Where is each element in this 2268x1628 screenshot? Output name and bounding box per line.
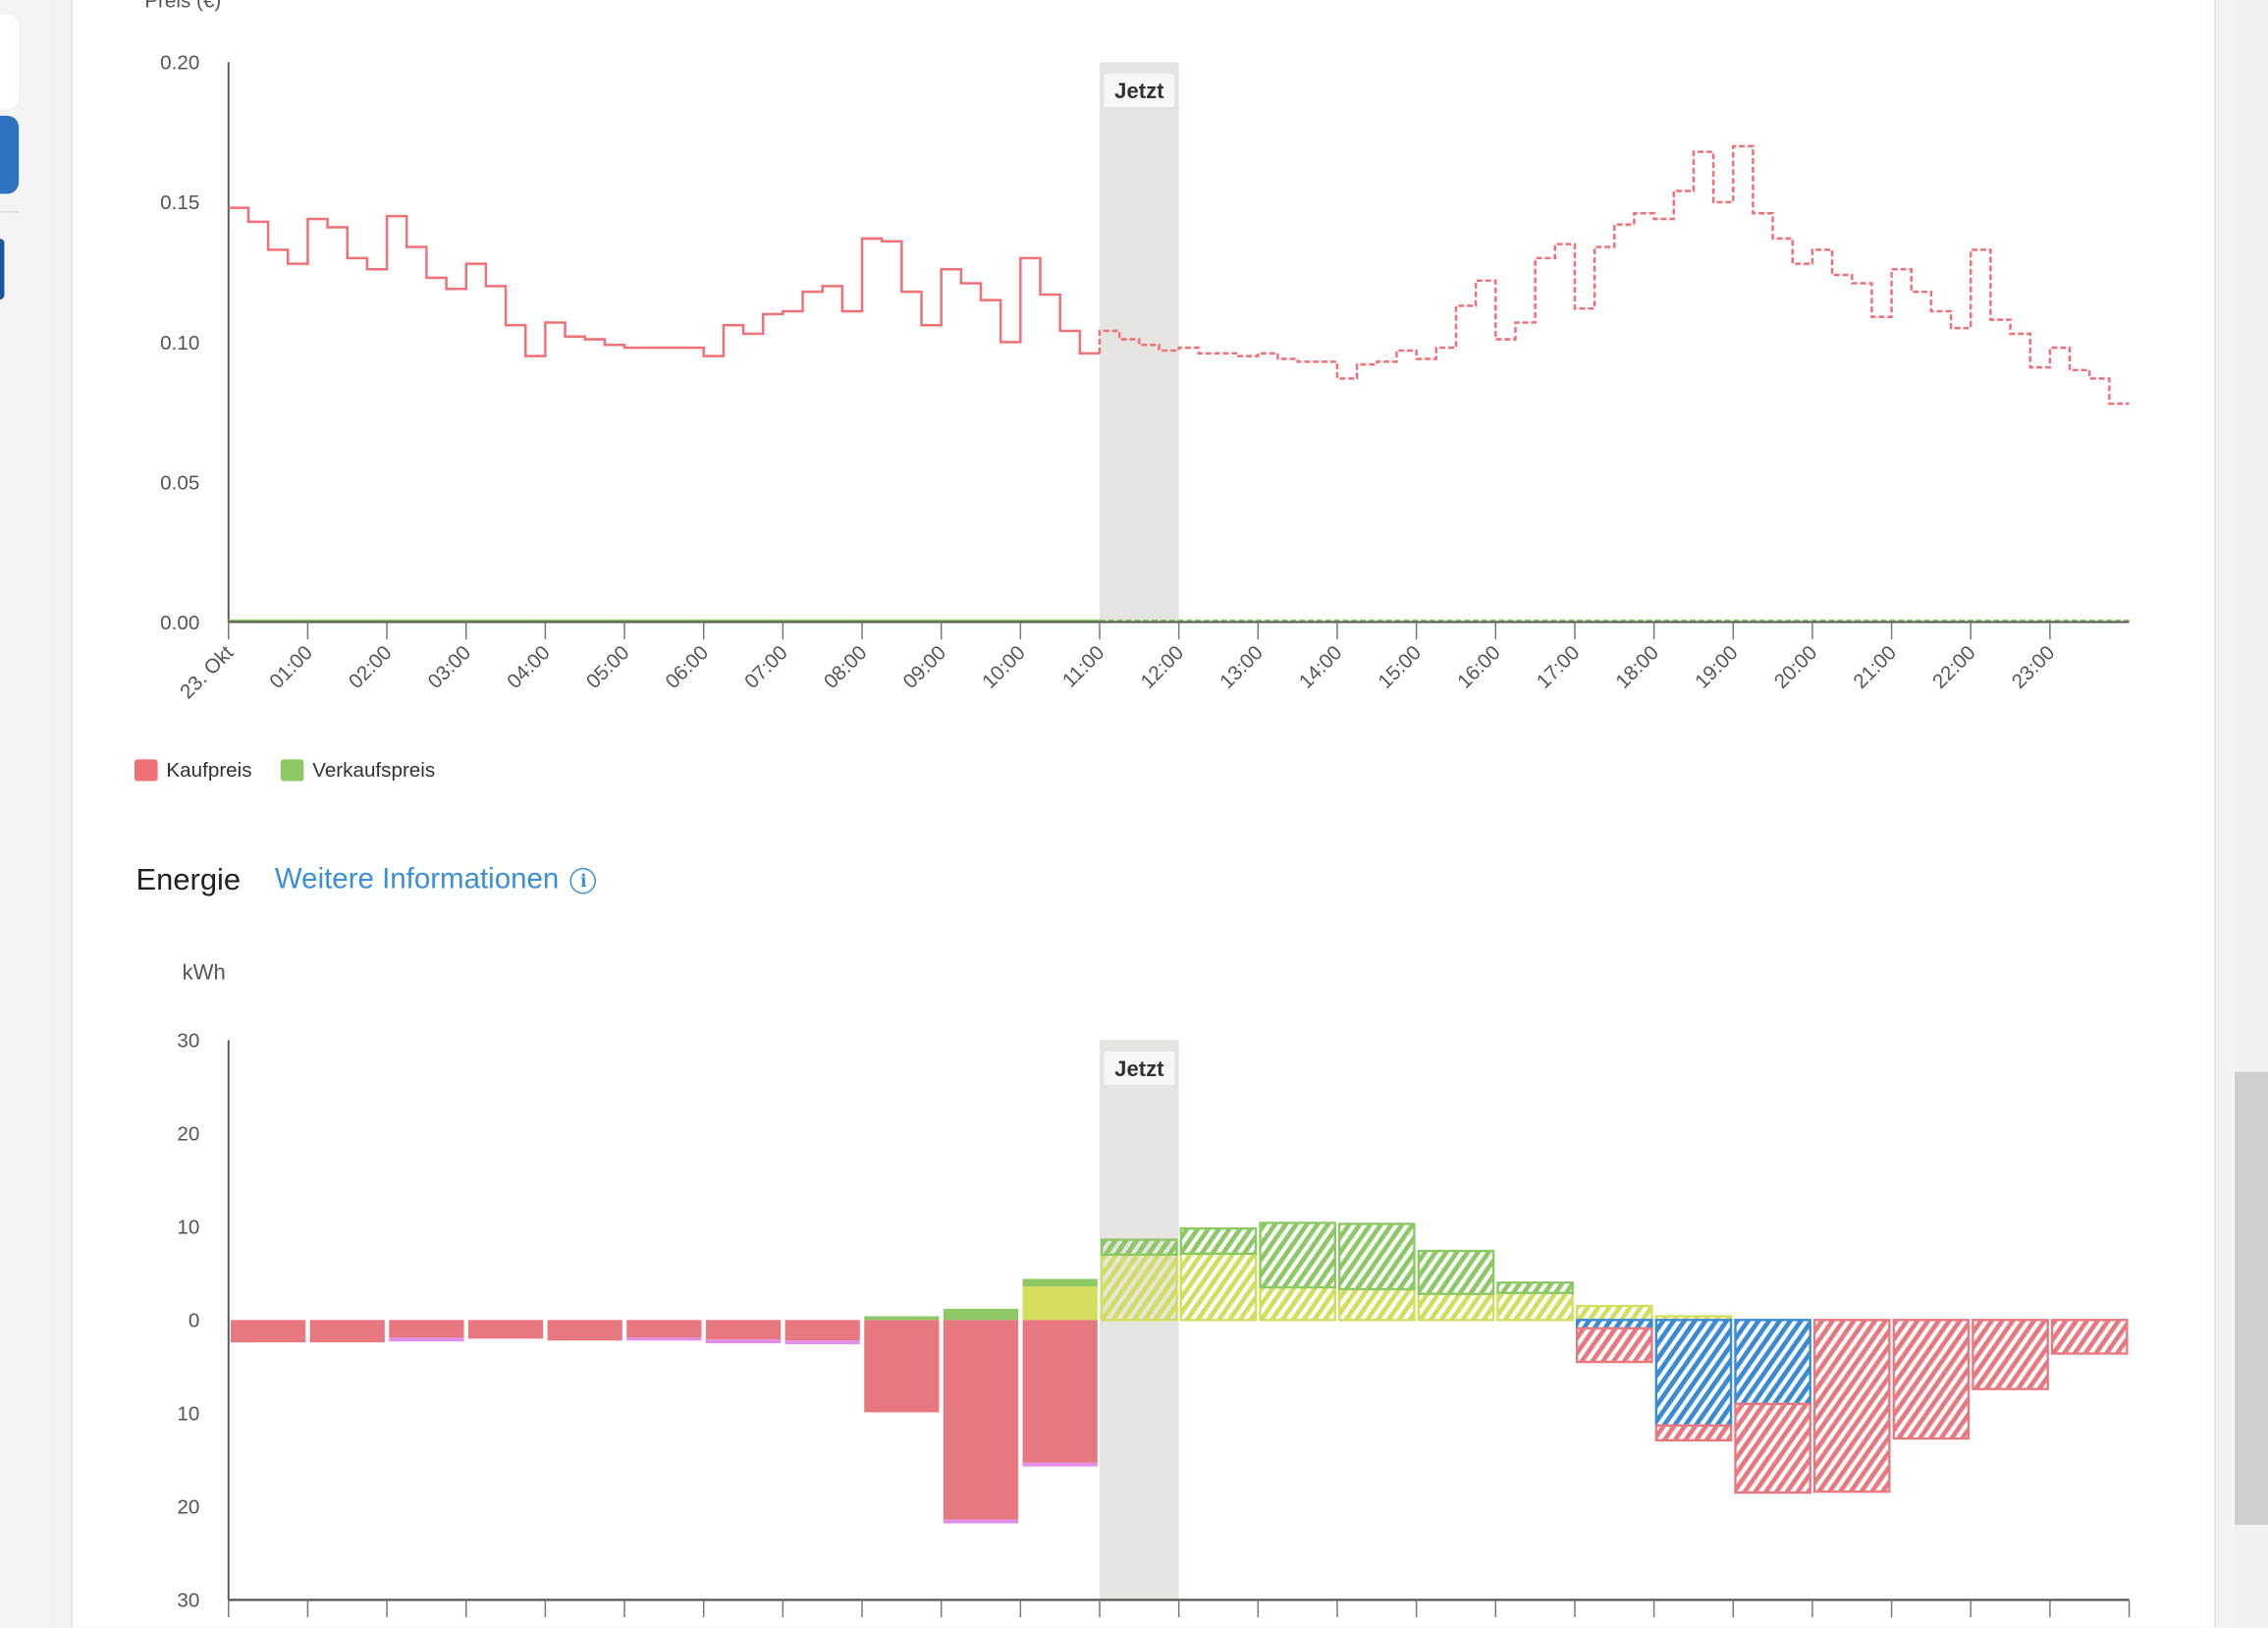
y-tick-label: 0.10 [160, 332, 199, 354]
energy-bar-segment [389, 1337, 464, 1342]
energy-bar-segment [784, 1340, 860, 1345]
energy-bar-segment [1496, 1291, 1574, 1322]
energy-bar-segment [2050, 1319, 2129, 1355]
energy-bar-segment [1654, 1319, 1733, 1427]
energy-bar-segment [1654, 1424, 1733, 1442]
kaufpreis-swatch [135, 758, 158, 781]
energy-bar-segment [1022, 1286, 1098, 1321]
energy-bar-segment [784, 1320, 860, 1341]
energy-bar-segment [1575, 1304, 1653, 1322]
sidebar-item-selected-indicator[interactable] [0, 239, 5, 299]
energy-bar-segment [1259, 1285, 1336, 1322]
energy-bar-segment [1179, 1227, 1258, 1256]
scrollbar-thumb[interactable] [2235, 1071, 2268, 1525]
energy-bar-segment [943, 1308, 1019, 1321]
verkaufspreis-swatch [280, 758, 304, 781]
sidebar [0, 0, 51, 1628]
energy-bar-segment [626, 1337, 702, 1341]
sidebar-item-active[interactable] [0, 115, 20, 194]
energy-section-title: Energie [135, 863, 242, 897]
now-label-box [1104, 74, 1175, 108]
y-tick-label: 30 [177, 1030, 199, 1053]
y-tick-label: 0.15 [160, 191, 199, 214]
sidebar-divider [0, 211, 20, 213]
energy-bar-segment [943, 1320, 1019, 1520]
sidebar-item[interactable] [0, 14, 20, 109]
y-tick-label: 0 [189, 1310, 199, 1332]
legend-item-verkaufspreis[interactable]: Verkaufspreis [280, 757, 436, 782]
energy-bar-segment [864, 1320, 940, 1413]
legend-item-kaufpreis[interactable]: Kaufpreis [135, 758, 252, 782]
energy-bar-segment [1417, 1249, 1495, 1295]
now-label: Jetzt [1114, 1057, 1164, 1081]
energy-bar-segment [1892, 1319, 1971, 1440]
energy-bar-segment [943, 1519, 1019, 1524]
energy-bar-segment [626, 1320, 702, 1338]
legend-label: Verkaufspreis [312, 757, 436, 782]
energy-bar-segment [1259, 1221, 1336, 1289]
energy-bar-segment [1338, 1222, 1416, 1291]
buy-price-forecast-line [1098, 144, 2130, 406]
y-tick-label: 10 [177, 1217, 199, 1239]
now-label: Jetzt [1114, 79, 1164, 103]
energy-bar-segment [1022, 1320, 1098, 1463]
energy-bar-segment [1338, 1287, 1416, 1322]
energy-bar-segment [230, 1320, 306, 1343]
energy-bar-segment [1179, 1252, 1258, 1322]
energy-bar-segment [1496, 1281, 1574, 1294]
energy-bar-segment [547, 1320, 622, 1341]
energy-bar-segment [1971, 1319, 2049, 1390]
energy-bar-segment [1575, 1319, 1653, 1330]
info-icon: i [570, 867, 597, 894]
energy-bar-segment [309, 1320, 385, 1343]
energy-bar-segment [1022, 1278, 1098, 1287]
y-tick-label: 10 [177, 1403, 199, 1426]
energy-bar-segment [467, 1320, 544, 1339]
energy-bar-segment [1812, 1319, 1891, 1493]
energy-bar-segment [1734, 1319, 1811, 1406]
energy-bar-segment [1575, 1327, 1653, 1364]
energy-bar-segment [1101, 1253, 1178, 1322]
y-tick-label: 0.00 [160, 612, 199, 634]
y-tick-label: 20 [177, 1496, 199, 1519]
y-tick-label: 20 [177, 1123, 199, 1146]
more-info-link[interactable]: Weitere Informationen i [275, 864, 597, 897]
buy-price-line [228, 206, 1101, 357]
energy-bar-segment [1101, 1238, 1178, 1256]
energy-bar-segment [864, 1316, 940, 1321]
more-info-link-label: Weitere Informationen [274, 863, 560, 895]
energy-bar-segment [1417, 1292, 1495, 1322]
y-tick-label: 0.05 [160, 471, 199, 494]
energy-bar-segment [1734, 1402, 1811, 1494]
energy-bar-segment [705, 1320, 782, 1340]
energy-unit-label: kWh [182, 960, 226, 986]
energy-bar-segment [705, 1339, 782, 1344]
legend-label: Kaufpreis [166, 757, 252, 782]
now-label-box [1104, 1052, 1175, 1085]
y-tick-label: 0.20 [160, 52, 199, 75]
y-tick-label: 30 [177, 1590, 199, 1612]
energy-bar-segment [1022, 1462, 1098, 1467]
energy-bar-segment [389, 1320, 464, 1338]
price-y-axis-label: Preis (€) [144, 0, 221, 12]
